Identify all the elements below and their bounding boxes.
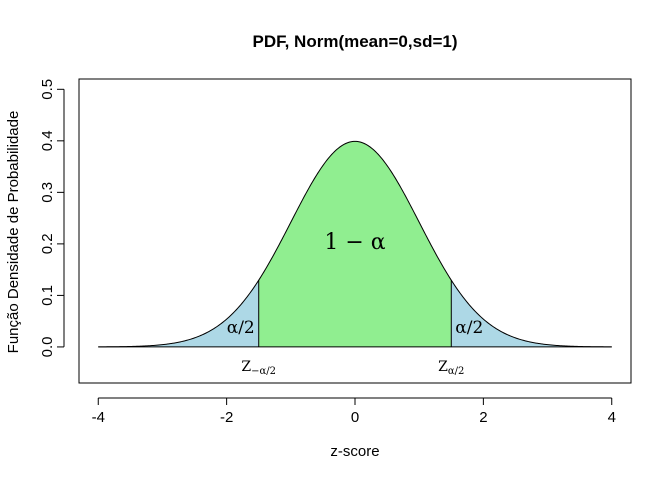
right-z-sub: α/2 bbox=[448, 366, 464, 377]
y-axis-label: Função Densidade de Probabilidade bbox=[5, 111, 22, 354]
right-critical-z-label: Zα/2 bbox=[438, 359, 464, 377]
chart-title: PDF, Norm(mean=0,sd=1) bbox=[252, 32, 457, 51]
left-z-main: Z bbox=[241, 359, 251, 375]
right-z-main: Z bbox=[438, 359, 448, 375]
center-area-label: 1 − α bbox=[324, 230, 385, 255]
y-tick-label: 0.4 bbox=[39, 130, 56, 151]
y-tick-label: 0.5 bbox=[39, 79, 56, 100]
y-tick-label: 0.2 bbox=[39, 233, 56, 254]
left-tail-label: α/2 bbox=[227, 318, 255, 338]
region-left-tail bbox=[98, 280, 259, 347]
x-tick-label: -4 bbox=[92, 409, 105, 426]
density-curve bbox=[98, 140, 612, 348]
x-axis-label: z-score bbox=[330, 443, 379, 460]
y-tick-label: 0.1 bbox=[39, 285, 56, 306]
x-axis: -4 -2 0 2 4 bbox=[92, 397, 616, 426]
y-axis: 0.0 0.1 0.2 0.3 0.4 0.5 bbox=[39, 79, 65, 358]
left-z-sub: −α/2 bbox=[251, 366, 276, 377]
x-tick-label: 4 bbox=[608, 409, 616, 426]
x-tick-label: -2 bbox=[220, 409, 233, 426]
y-tick-label: 0.0 bbox=[39, 337, 56, 358]
left-critical-z-label: Z−α/2 bbox=[241, 359, 276, 377]
plot-frame bbox=[78, 78, 632, 384]
y-tick-label: 0.3 bbox=[39, 182, 56, 203]
x-tick-label: 0 bbox=[351, 409, 359, 426]
x-tick-label: 2 bbox=[479, 409, 487, 426]
region-right-tail bbox=[451, 280, 612, 347]
right-tail-label: α/2 bbox=[455, 318, 483, 338]
